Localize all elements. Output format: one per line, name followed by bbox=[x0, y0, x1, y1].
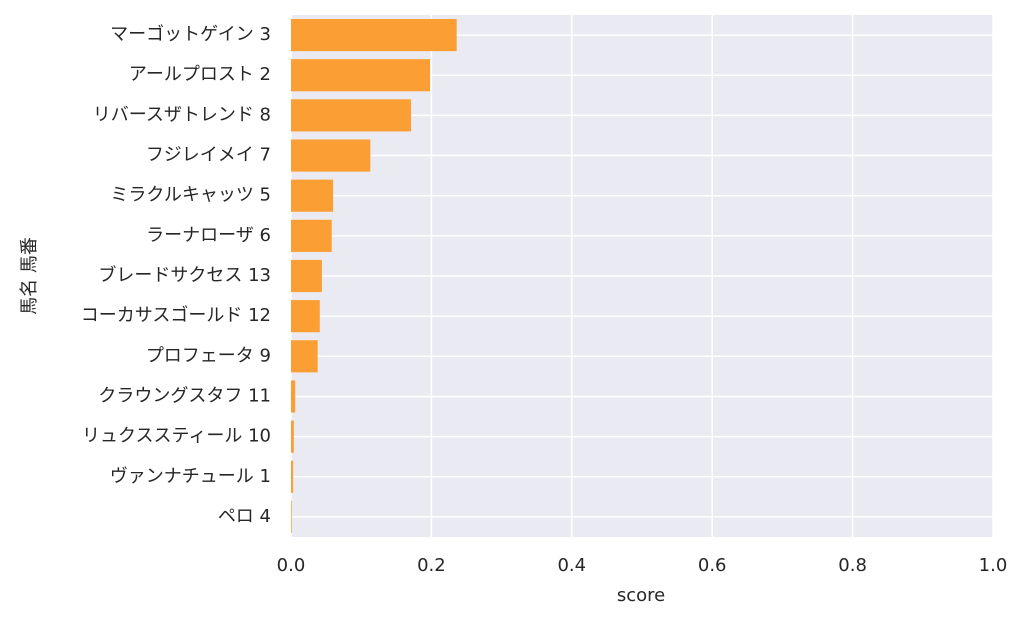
bar bbox=[291, 219, 332, 252]
y-axis-label: 馬名 馬番 bbox=[19, 237, 40, 315]
x-axis-label: score bbox=[617, 585, 665, 606]
y-tick-label: マーゴットゲイン 3 bbox=[110, 24, 271, 45]
y-tick-label: ラーナローザ 6 bbox=[146, 225, 271, 246]
bar bbox=[291, 139, 371, 172]
x-tick-label: 0.8 bbox=[838, 555, 867, 576]
y-tick-label: アールプロスト 2 bbox=[129, 64, 271, 85]
bar bbox=[291, 19, 457, 52]
bar bbox=[291, 179, 334, 212]
x-tick-label: 0.2 bbox=[417, 555, 446, 576]
bar bbox=[291, 300, 320, 333]
y-tick-label: クラウングスタフ 11 bbox=[98, 385, 271, 406]
y-tick-label: コーカサスゴールド 12 bbox=[81, 305, 271, 326]
y-tick-label: リュクススティール 10 bbox=[82, 426, 271, 447]
bar bbox=[291, 420, 294, 453]
bar bbox=[291, 259, 322, 293]
x-tick-label: 0.0 bbox=[277, 555, 306, 576]
bar bbox=[291, 99, 412, 132]
bar bbox=[291, 500, 292, 533]
y-tick-label: ミラクルキャッツ 5 bbox=[110, 185, 271, 206]
x-tick-label: 0.4 bbox=[557, 555, 586, 576]
bar bbox=[291, 340, 318, 373]
y-tick-label: ヴァンナチュール 1 bbox=[110, 466, 271, 487]
bar bbox=[291, 59, 430, 92]
y-tick-label: プロフェータ 9 bbox=[146, 345, 271, 366]
x-tick-label: 1.0 bbox=[979, 555, 1008, 576]
y-tick-label: ペロ 4 bbox=[218, 506, 271, 527]
bar bbox=[291, 460, 294, 493]
y-tick-label: リバースザトレンド 8 bbox=[93, 104, 271, 125]
x-tick-label: 0.6 bbox=[698, 555, 727, 576]
y-tick-label: ブレードサクセス 13 bbox=[98, 264, 271, 286]
y-tick-label: フジレイメイ 7 bbox=[146, 145, 271, 166]
bar bbox=[291, 380, 296, 413]
